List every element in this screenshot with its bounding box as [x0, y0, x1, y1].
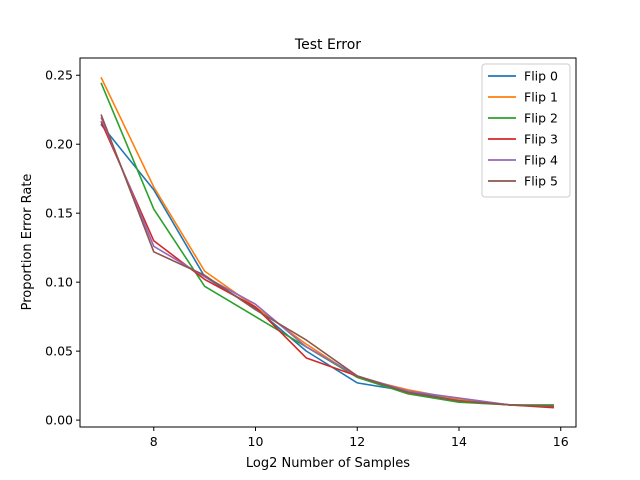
x-axis-label: Log2 Number of Samples [246, 456, 410, 471]
x-tick-label: 14 [451, 434, 467, 449]
legend-label-2: Flip 2 [524, 111, 558, 126]
y-tick-label: 0.00 [45, 413, 73, 428]
y-tick-label: 0.15 [45, 206, 73, 221]
legend-label-5: Flip 5 [524, 174, 558, 189]
legend-label-0: Flip 0 [524, 69, 558, 84]
series-line-5 [100, 114, 554, 408]
series-line-4 [100, 116, 554, 408]
x-tick-label: 12 [349, 434, 365, 449]
legend: Flip 0 Flip 1 Flip 2 Flip 3 Flip 4 Flip 5 [481, 63, 571, 198]
y-tick-label: 0.20 [45, 137, 73, 152]
axes-frame [79, 57, 577, 428]
y-tick-label: 0.05 [45, 344, 73, 359]
chart-title: Test Error [294, 37, 361, 53]
y-axis-ticks: 0.00 0.05 0.10 0.15 0.20 0.25 [45, 68, 80, 428]
legend-label-1: Flip 1 [524, 90, 558, 105]
legend-label-3: Flip 3 [524, 132, 558, 147]
y-axis-label: Proportion Error Rate [20, 174, 35, 311]
series-lines [100, 76, 554, 409]
legend-label-4: Flip 4 [524, 153, 558, 168]
y-tick-label: 0.10 [45, 275, 73, 290]
x-axis-ticks: 8 10 12 14 16 [150, 427, 569, 449]
x-tick-label: 10 [248, 434, 264, 449]
x-tick-label: 8 [150, 434, 158, 449]
x-tick-label: 16 [553, 434, 569, 449]
y-tick-label: 0.25 [45, 68, 73, 83]
